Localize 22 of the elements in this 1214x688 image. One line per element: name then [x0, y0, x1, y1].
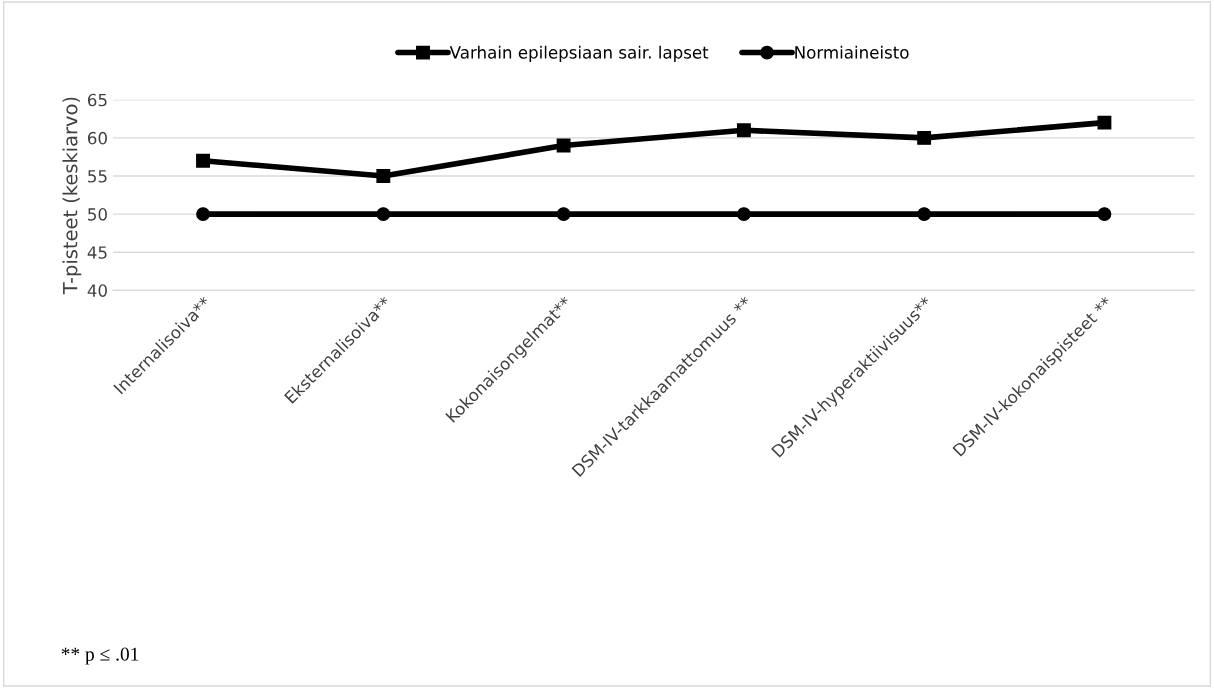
point — [196, 207, 210, 222]
point — [376, 169, 391, 183]
point — [917, 207, 932, 222]
y-axis-title: T-pisteet (keskiarvo) — [62, 97, 82, 295]
text: ** p ≤ .01 — [61, 647, 139, 665]
point — [556, 207, 571, 222]
y-tick-label: 40 — [87, 284, 107, 297]
legend-label: Varhain epilepsiaan sair. lapset — [449, 45, 709, 62]
point — [1097, 115, 1112, 130]
point — [376, 207, 391, 222]
point — [736, 207, 751, 222]
y-tick-label: 50 — [88, 208, 107, 221]
legend-label: Normiaineisto — [795, 45, 909, 59]
y-tick-label: 45 — [87, 246, 107, 259]
point — [556, 138, 571, 153]
point — [736, 123, 751, 138]
point — [917, 130, 932, 145]
point — [196, 153, 210, 168]
y-tick-label: 60 — [88, 131, 107, 145]
point — [1097, 207, 1112, 222]
y-tick-label: 55 — [88, 170, 107, 183]
y-tick-label: 65 — [88, 93, 107, 107]
